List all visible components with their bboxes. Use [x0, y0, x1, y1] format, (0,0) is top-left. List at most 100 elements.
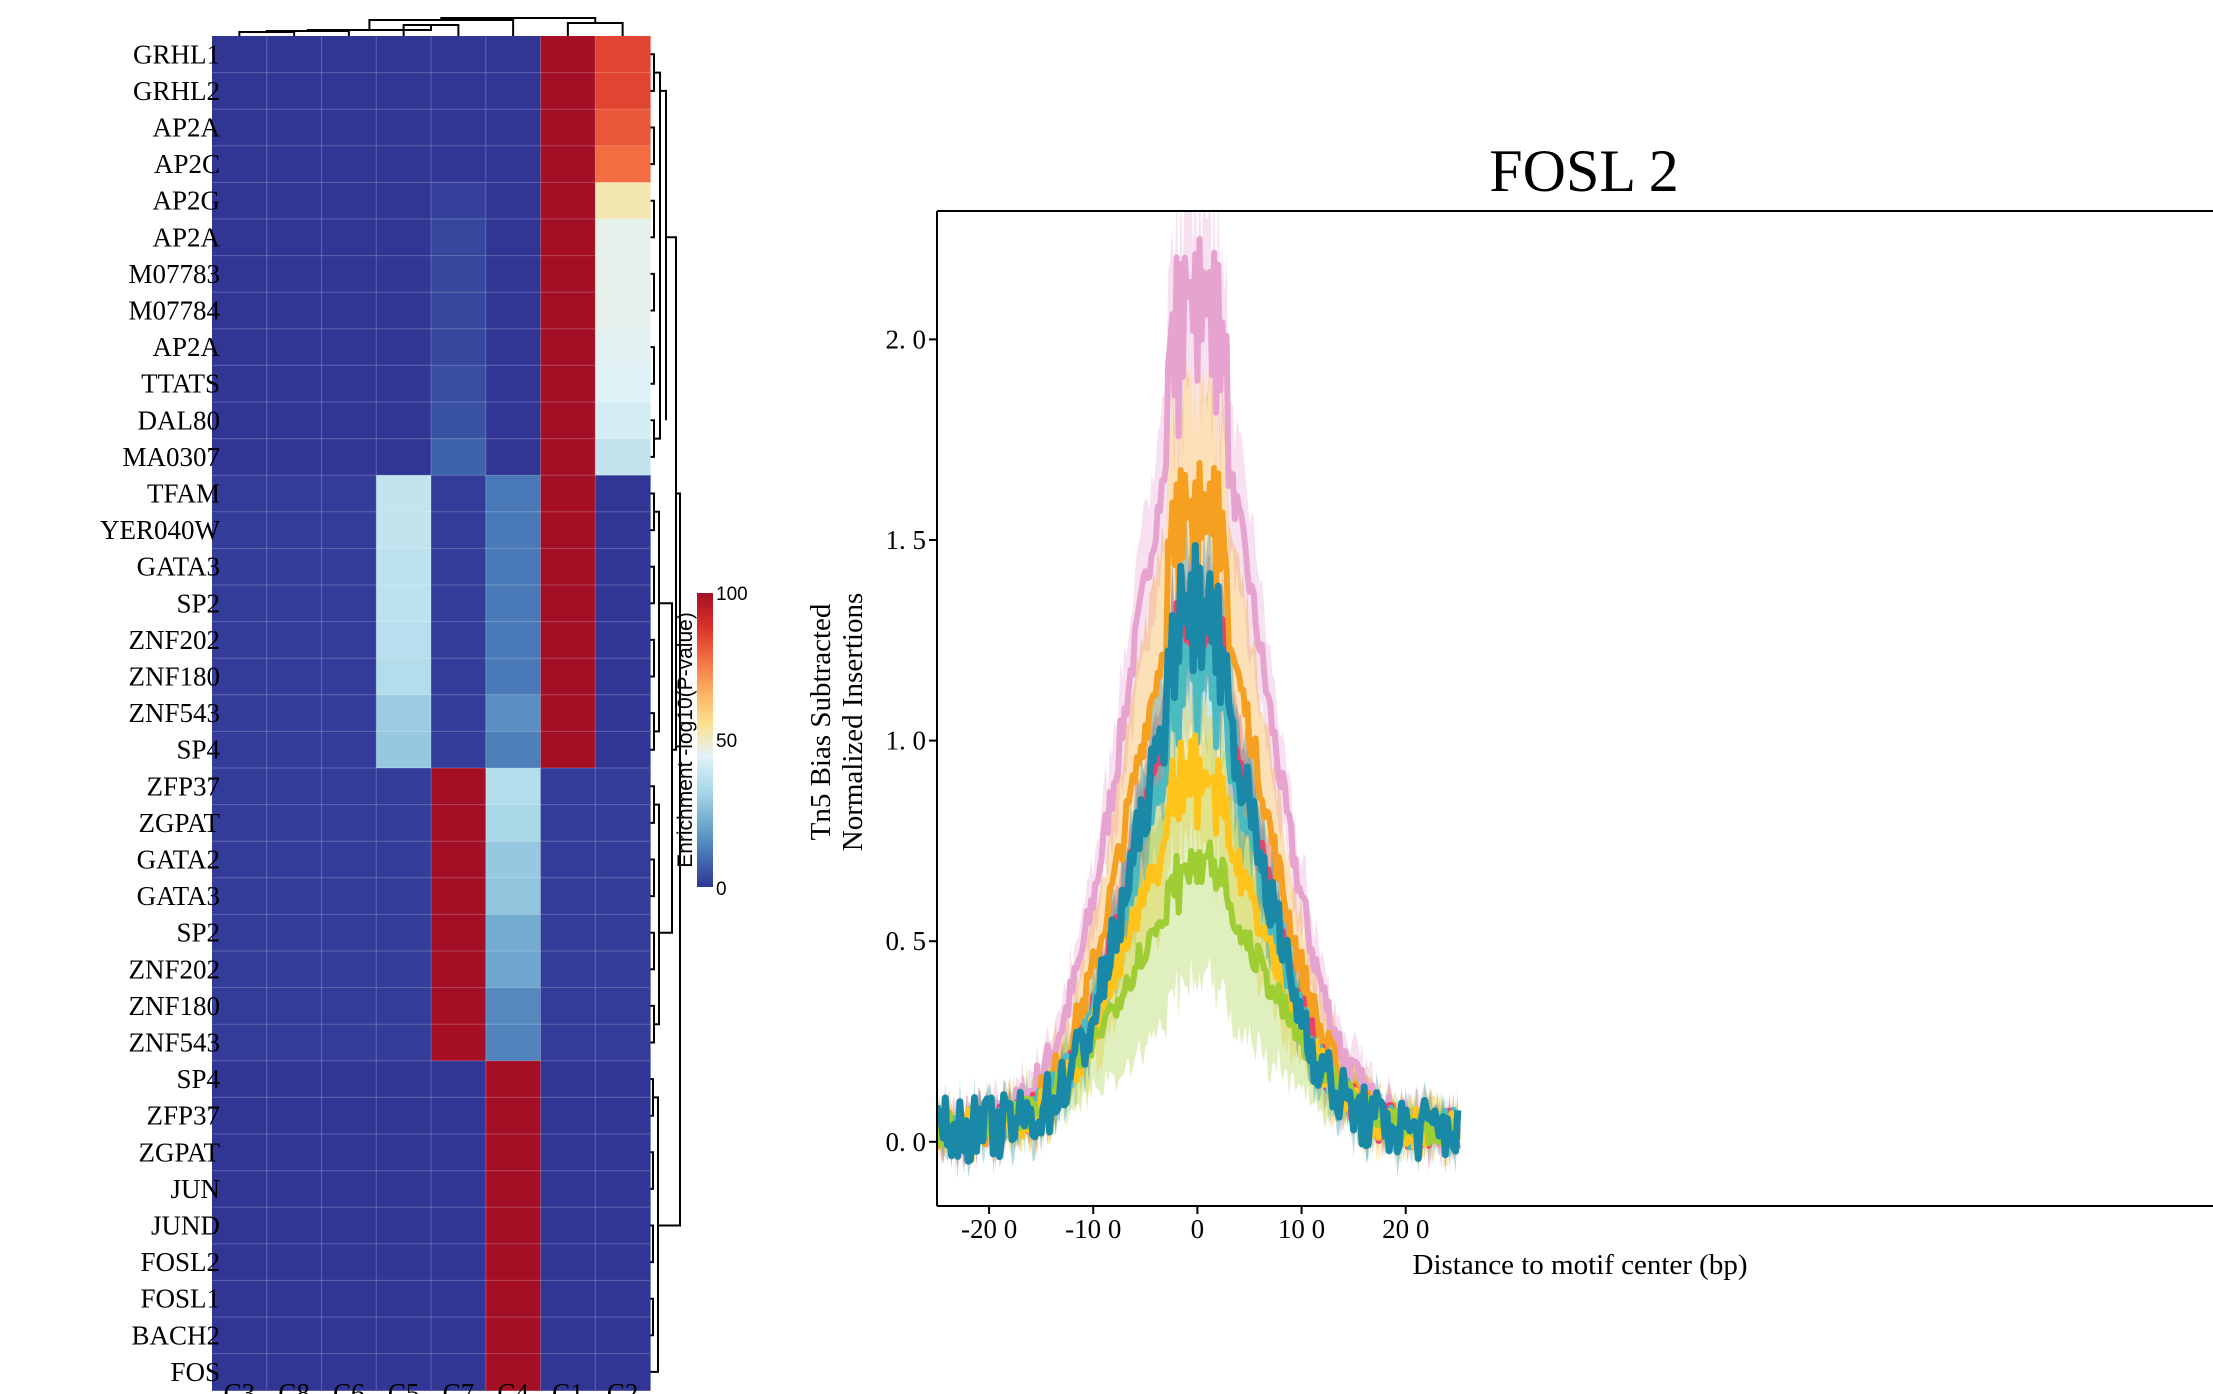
- heatmap-cell: [431, 585, 487, 623]
- heatmap-cell: [321, 219, 377, 257]
- heatmap-cell: [485, 1170, 542, 1208]
- heatmap-cell: [431, 328, 487, 366]
- heatmap-cell: [376, 365, 432, 403]
- heatmap-cell: [431, 768, 487, 806]
- colorbar-title: Enrichment -log10(P-value): [674, 612, 697, 868]
- row-label: ZNF543: [128, 698, 220, 728]
- heatmap-cell: [321, 621, 377, 659]
- heatmap-cell: [595, 1060, 651, 1098]
- heatmap-cell: [540, 219, 596, 257]
- row-label: M07784: [128, 296, 220, 326]
- heatmap-cell: [540, 475, 596, 513]
- heatmap-cell: [431, 219, 487, 257]
- heatmap-cell: [431, 292, 487, 330]
- x-tick-label: 10 0: [1278, 1214, 1325, 1244]
- heatmap-cell: [540, 1280, 596, 1318]
- heatmap-cell: [212, 1024, 268, 1062]
- heatmap-cell: [485, 1060, 542, 1098]
- heatmap-cell: [595, 1097, 651, 1135]
- row-dendrogram: [650, 53, 681, 1373]
- heatmap-cell: [595, 548, 651, 586]
- heatmap-cell: [266, 365, 323, 403]
- heatmap-cell: [376, 475, 432, 513]
- row-label: ZFP37: [146, 771, 220, 801]
- heatmap-cell: [540, 511, 596, 549]
- y-axis-label-line2: Normalized Insertions: [837, 593, 869, 852]
- heatmap-cell: [321, 292, 377, 330]
- heatmap-cell: [376, 1353, 432, 1391]
- heatmap-cell: [485, 621, 542, 659]
- heatmap-cell: [540, 731, 596, 769]
- heatmap-cell: [212, 1243, 268, 1281]
- row-label: GRHL1: [133, 39, 220, 69]
- heatmap-cell: [431, 475, 487, 513]
- heatmap-cell: [595, 292, 651, 330]
- heatmap-cell: [321, 951, 377, 989]
- column-dendrogram: [238, 17, 624, 36]
- heatmap-cell: [266, 804, 323, 842]
- heatmap-cell: [266, 109, 323, 147]
- heatmap-cell: [321, 36, 377, 74]
- heatmap-cell: [321, 1353, 377, 1391]
- heatmap-cell: [595, 511, 651, 549]
- heatmap-cell: [485, 438, 542, 476]
- heatmap-cell: [212, 731, 268, 769]
- heatmap-cell: [266, 1280, 323, 1318]
- heatmap-cell: [485, 1353, 542, 1391]
- heatmap-cell: [321, 1207, 377, 1245]
- heatmap-cell: [431, 438, 487, 476]
- y-tick-label: 1. 0: [886, 726, 927, 756]
- colorbar: 100 50 0 Enrichment -log10(P-value): [674, 584, 748, 900]
- heatmap-cell: [595, 1353, 651, 1391]
- heatmap-cell: [266, 145, 323, 183]
- heatmap-cell: [212, 292, 268, 330]
- column-label: C6: [333, 1378, 365, 1394]
- heatmap-cell: [321, 438, 377, 476]
- heatmap-cell: [540, 658, 596, 696]
- row-label: FOS: [170, 1357, 220, 1387]
- heatmap-cell: [376, 548, 432, 586]
- row-label: FOSL1: [140, 1284, 220, 1314]
- heatmap-cell: [321, 1170, 377, 1208]
- heatmap-cell: [321, 548, 377, 586]
- heatmap-cell: [266, 511, 323, 549]
- row-label: AP2G: [152, 186, 220, 216]
- heatmap-cell: [321, 1317, 377, 1355]
- heatmap-cell: [376, 1170, 432, 1208]
- heatmap-cell: [431, 658, 487, 696]
- heatmap-cell: [266, 72, 323, 110]
- heatmap-cell: [212, 1060, 268, 1098]
- heatmap-cell: [431, 1353, 487, 1391]
- heatmap-cell: [540, 914, 596, 952]
- heatmap-cell: [485, 951, 542, 989]
- row-label: FOSL2: [140, 1247, 220, 1277]
- heatmap-cell: [595, 877, 651, 915]
- heatmap-cell: [321, 145, 377, 183]
- row-label: AP2A: [152, 222, 220, 252]
- heatmap-cell: [376, 1280, 432, 1318]
- heatmap-cell: [485, 1243, 542, 1281]
- heatmap-cell: [431, 914, 487, 952]
- heatmap-cell: [321, 365, 377, 403]
- heatmap-cell: [321, 804, 377, 842]
- heatmap-cell: [595, 841, 651, 879]
- heatmap-cell: [595, 1317, 651, 1355]
- heatmap-cell: [212, 72, 268, 110]
- row-label: GRHL2: [133, 76, 220, 106]
- heatmap-cell: [540, 694, 596, 732]
- row-label: ZNF180: [128, 991, 220, 1021]
- heatmap-cell: [212, 1134, 268, 1172]
- row-label: SP4: [176, 1064, 220, 1094]
- heatmap-cell: [595, 145, 651, 183]
- heatmap-cell: [431, 841, 487, 879]
- heatmap-cell: [595, 731, 651, 769]
- heatmap-cell: [321, 511, 377, 549]
- heatmap-cell: [485, 694, 542, 732]
- heatmap-cell: [321, 768, 377, 806]
- x-tick-label: -10 0: [1065, 1214, 1121, 1244]
- heatmap-cell: [431, 145, 487, 183]
- heatmap-cell: [321, 658, 377, 696]
- heatmap-cell: [595, 475, 651, 513]
- row-label: ZGPAT: [138, 808, 220, 838]
- heatmap-cell: [595, 914, 651, 952]
